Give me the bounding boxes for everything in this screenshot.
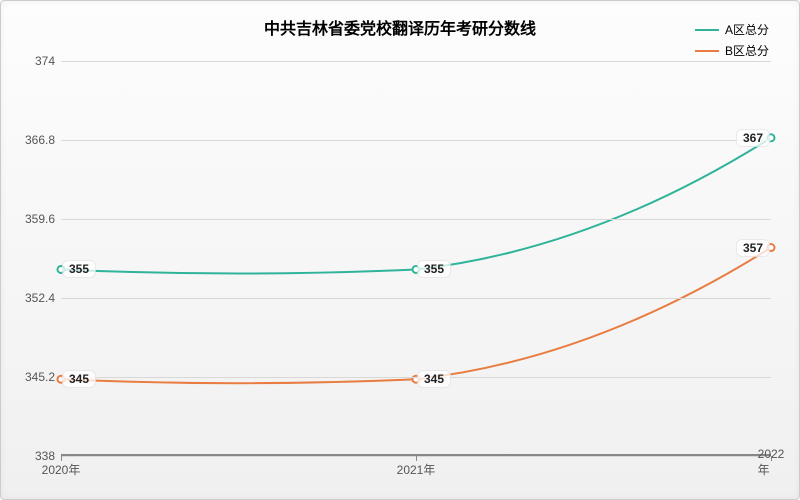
- y-axis-label: 366.8: [19, 133, 55, 147]
- x-axis-label: 2022年: [758, 447, 785, 478]
- legend-label-b: B区总分: [725, 42, 769, 59]
- plot-area: 338345.2352.4359.6366.83742020年2021年2022…: [61, 61, 771, 456]
- data-label: 357: [736, 239, 770, 257]
- legend: A区总分 B区总分: [695, 21, 769, 63]
- legend-item-b: B区总分: [695, 42, 769, 59]
- chart-title: 中共吉林省委党校翻译历年考研分数线: [264, 15, 536, 39]
- series-line: [61, 138, 771, 274]
- y-axis-label: 345.2: [19, 370, 55, 384]
- y-axis-label: 352.4: [19, 291, 55, 305]
- data-label: 345: [62, 370, 96, 388]
- legend-item-a: A区总分: [695, 21, 769, 38]
- x-axis-label: 2021年: [397, 461, 436, 478]
- grid-line: [61, 298, 771, 299]
- x-axis-label: 2020年: [42, 461, 81, 478]
- grid-line: [61, 140, 771, 141]
- grid-line: [61, 61, 771, 62]
- legend-swatch-a: [695, 29, 719, 31]
- data-label: 345: [417, 370, 451, 388]
- legend-label-a: A区总分: [725, 21, 769, 38]
- legend-swatch-b: [695, 50, 719, 52]
- grid-line: [61, 219, 771, 220]
- y-axis-label: 374: [19, 54, 55, 68]
- y-axis-label: 359.6: [19, 212, 55, 226]
- data-label: 367: [736, 129, 770, 147]
- chart-svg: [61, 61, 771, 456]
- data-label: 355: [417, 260, 451, 278]
- data-label: 355: [62, 260, 96, 278]
- chart-container: 中共吉林省委党校翻译历年考研分数线 A区总分 B区总分 338345.2352.…: [0, 0, 800, 500]
